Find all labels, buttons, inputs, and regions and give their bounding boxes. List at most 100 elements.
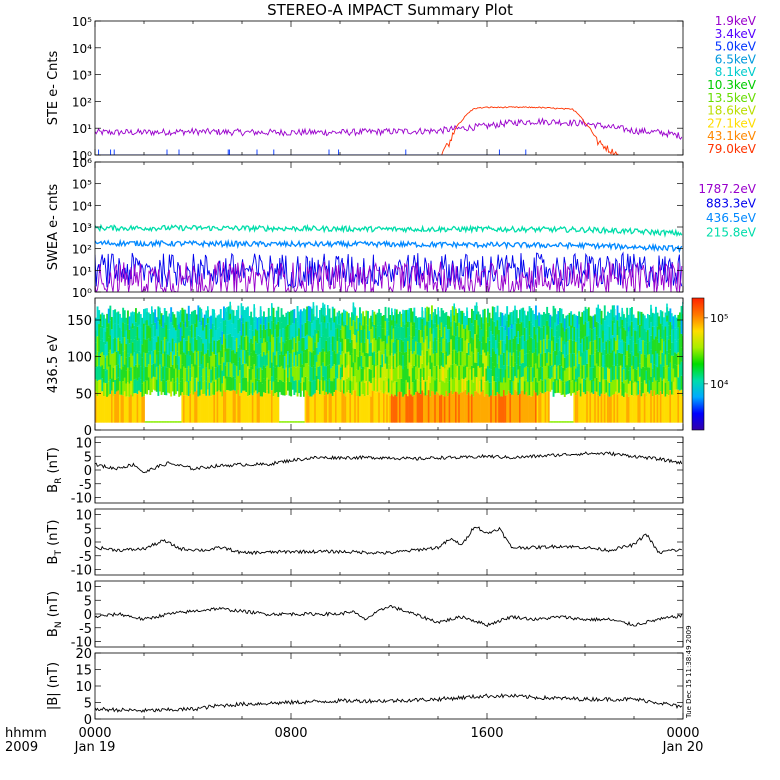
spectro-cell bbox=[587, 307, 590, 322]
spectro-cell bbox=[583, 392, 585, 423]
spectro-cell bbox=[103, 396, 105, 423]
spectro-cell bbox=[416, 379, 419, 392]
spectro-cell bbox=[559, 308, 561, 323]
spectro-cell bbox=[626, 336, 629, 351]
spectro-cell bbox=[344, 310, 347, 325]
spectro-cell bbox=[354, 376, 357, 391]
spectro-cell bbox=[272, 352, 275, 367]
spectro-cell bbox=[464, 389, 467, 423]
spectro-cell bbox=[117, 311, 120, 325]
spectro-cell bbox=[482, 389, 485, 423]
spectro-cell bbox=[184, 381, 187, 396]
spectro-cell bbox=[256, 343, 259, 356]
spectro-cell bbox=[205, 324, 208, 339]
spectro-cell bbox=[103, 355, 105, 369]
spectro-cell bbox=[351, 381, 353, 395]
spectro-cell bbox=[597, 366, 600, 381]
spectro-cell bbox=[242, 323, 245, 337]
spectro-cell bbox=[562, 381, 565, 395]
spectro-cell bbox=[218, 352, 221, 366]
spectro-cell bbox=[120, 330, 123, 344]
spectro-cell bbox=[170, 421, 173, 423]
spectro-cell bbox=[531, 324, 534, 339]
spectro-cell bbox=[557, 351, 560, 366]
spectro-cell bbox=[135, 336, 137, 351]
spectro-cell bbox=[165, 381, 168, 396]
spectro-cell bbox=[336, 365, 339, 379]
spectro-cell bbox=[413, 380, 416, 395]
spectro-cell bbox=[472, 382, 475, 397]
spectro-cell bbox=[539, 353, 542, 367]
spectro-cell bbox=[495, 340, 497, 355]
spectro-cell bbox=[267, 393, 270, 423]
spectro-cell bbox=[191, 364, 193, 378]
spectro-cell bbox=[653, 313, 656, 327]
spectro-cell bbox=[272, 396, 275, 423]
spectro-cell bbox=[207, 363, 209, 377]
spectro-cell bbox=[575, 381, 577, 396]
spectro-cell bbox=[483, 381, 486, 397]
spectro-cell bbox=[266, 316, 269, 329]
spectro-cell bbox=[501, 312, 504, 327]
spectro-cell bbox=[439, 329, 441, 343]
swea-ytick-label: 10⁶ bbox=[72, 156, 92, 170]
spectro-cell bbox=[659, 350, 662, 365]
spectro-cell bbox=[624, 342, 627, 356]
spectro-cell bbox=[539, 327, 542, 341]
spectro-cell bbox=[275, 365, 278, 379]
spectro-cell bbox=[419, 394, 422, 423]
spectro-cell bbox=[277, 321, 280, 337]
spectro-cell bbox=[635, 369, 638, 383]
spectro-cell bbox=[591, 329, 593, 342]
spectro-cell bbox=[325, 353, 328, 367]
spectro-cell bbox=[615, 328, 617, 341]
xtick-hhmm-label: 0000 bbox=[78, 726, 111, 741]
spectro-cell bbox=[527, 395, 529, 423]
spectro-cell bbox=[591, 379, 593, 393]
spectro-cell bbox=[643, 393, 646, 423]
spectro-cell bbox=[543, 325, 545, 340]
spectro-cell bbox=[458, 308, 461, 323]
spectro-cell bbox=[280, 365, 283, 381]
spectro-cell bbox=[226, 348, 229, 363]
spectro-cell bbox=[277, 396, 280, 423]
colorbar-tick-label: 10⁴ bbox=[710, 378, 729, 391]
spectro-cell bbox=[296, 321, 299, 337]
spectro-cell bbox=[640, 396, 643, 423]
spectro-cell bbox=[362, 366, 365, 381]
bt-ytick-label: -5 bbox=[79, 550, 92, 565]
spectro-cell bbox=[197, 305, 200, 321]
spectro-cell bbox=[587, 377, 590, 392]
spectro-cell bbox=[399, 364, 401, 379]
spectro-cell bbox=[424, 381, 427, 396]
spectro-cell bbox=[571, 314, 574, 328]
swea-legend-entry: 436.5eV bbox=[706, 211, 757, 225]
spectro-cell bbox=[549, 366, 552, 379]
spectro-cell bbox=[298, 311, 300, 324]
spectro-cell bbox=[439, 356, 441, 370]
spectro-cell bbox=[240, 349, 243, 365]
spectro-cell bbox=[490, 395, 493, 423]
swea-ytick-label: 10⁰ bbox=[72, 286, 92, 300]
spectro-cell bbox=[439, 342, 441, 357]
spectro-cell bbox=[459, 379, 462, 393]
spectro-cell bbox=[461, 378, 464, 393]
spectro-cell bbox=[223, 348, 225, 363]
spectro-cell bbox=[312, 335, 315, 351]
spectro-cell bbox=[194, 364, 197, 379]
spectro-cell bbox=[360, 381, 363, 395]
spectro-cell bbox=[136, 340, 139, 354]
spectro-cell bbox=[106, 369, 109, 384]
spectro-cell bbox=[469, 356, 472, 370]
spectro-cell bbox=[451, 306, 454, 321]
spectro-cell bbox=[103, 382, 105, 397]
spectro-cell bbox=[514, 305, 516, 318]
spectro-cell bbox=[495, 354, 497, 368]
spectro-cell bbox=[463, 312, 465, 325]
spectro-cell bbox=[363, 356, 366, 370]
spectro-cell bbox=[584, 321, 587, 336]
spectro-cell bbox=[666, 350, 669, 366]
spectro-cell bbox=[381, 392, 384, 423]
spectro-cell bbox=[666, 321, 669, 337]
spectro-cell bbox=[621, 395, 624, 423]
